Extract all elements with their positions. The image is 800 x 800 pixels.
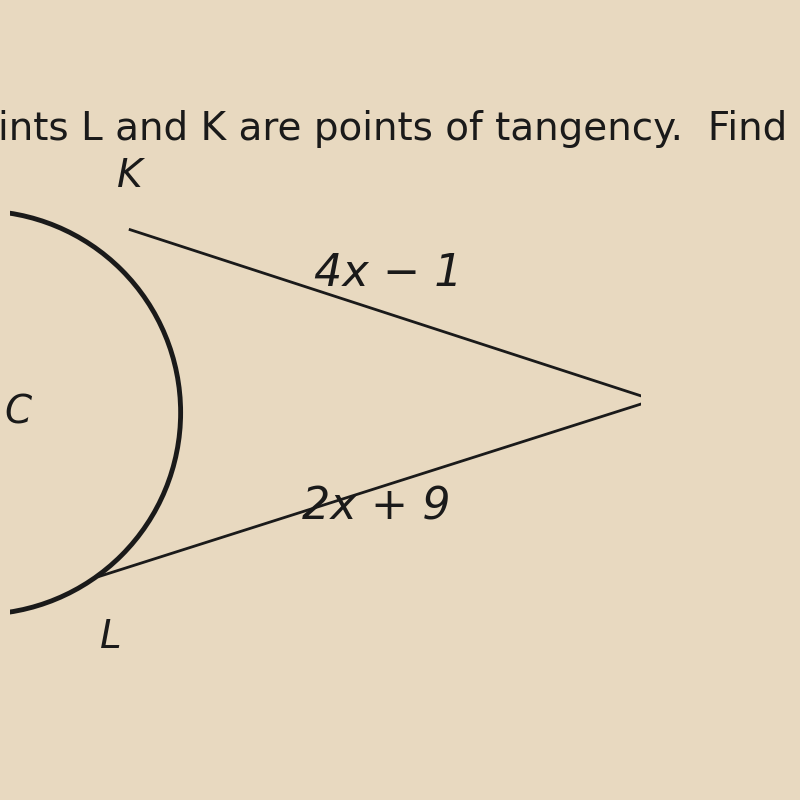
Text: 4x − 1: 4x − 1 (314, 252, 463, 295)
Text: 2x + 9: 2x + 9 (302, 486, 450, 529)
Text: J: J (660, 334, 671, 372)
Text: C: C (4, 394, 31, 432)
Text: K: K (118, 157, 143, 195)
Text: ints L and K are points of tangency.  Find: ints L and K are points of tangency. Fin… (0, 110, 787, 148)
Text: L: L (101, 618, 122, 656)
